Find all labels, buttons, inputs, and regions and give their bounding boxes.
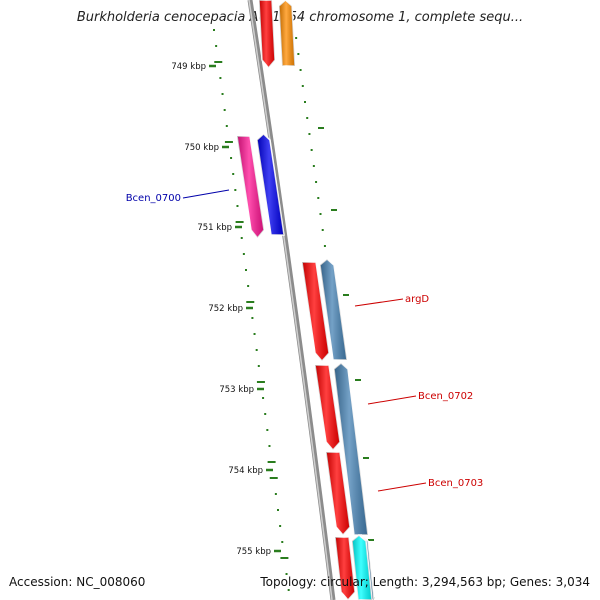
gene-label[interactable]: Bcen_0702 <box>418 391 473 402</box>
gene-labels: Bcen_0700 argD Bcen_0702 Bcen_0703 <box>126 189 483 492</box>
feature-track <box>236 0 375 600</box>
gene-label[interactable]: Bcen_0700 <box>126 193 181 204</box>
label-leader-line <box>354 298 404 307</box>
tick-label: 753 kbp <box>219 385 254 395</box>
gene-feature-shading <box>259 0 275 68</box>
gene-label[interactable]: argD <box>405 294 429 305</box>
inner-tick-marks <box>213 29 290 591</box>
gene-feature-shading <box>335 537 355 600</box>
gene-feature-shading <box>326 452 350 535</box>
tick-label: 755 kbp <box>236 547 271 557</box>
gene-feature-shading <box>237 136 264 238</box>
gene-label[interactable]: Bcen_0703 <box>428 478 483 489</box>
tick-label: 752 kbp <box>208 304 243 314</box>
tick-labels: 749 kbp 750 kbp 751 kbp 752 kbp 753 kbp 754 k… <box>171 62 281 557</box>
tick-label: 751 kbp <box>197 223 232 233</box>
tick-label: 750 kbp <box>184 143 219 153</box>
label-leader-line <box>182 189 230 199</box>
label-leader-line <box>367 395 417 405</box>
gene-feature-shading <box>302 262 329 361</box>
tick-label: 749 kbp <box>171 62 206 72</box>
gene-feature-shading <box>320 259 347 360</box>
label-leader-line <box>377 482 427 492</box>
gene-feature-shading <box>334 363 368 535</box>
gene-feature-shading <box>279 0 295 66</box>
gene-feature-shading <box>352 535 372 600</box>
topology-text: Topology: circular; Length: 3,294,563 bp… <box>260 575 590 589</box>
gene-feature-shading <box>315 365 340 450</box>
backbone-line <box>247 0 336 600</box>
backbone <box>247 0 336 600</box>
tick-label: 754 kbp <box>228 466 263 476</box>
accession-text: Accession: NC_008060 <box>9 575 146 589</box>
gene-feature-shading <box>257 134 284 235</box>
map-title: Burkholderia cenocepacia AU 1054 chromos… <box>76 10 524 25</box>
